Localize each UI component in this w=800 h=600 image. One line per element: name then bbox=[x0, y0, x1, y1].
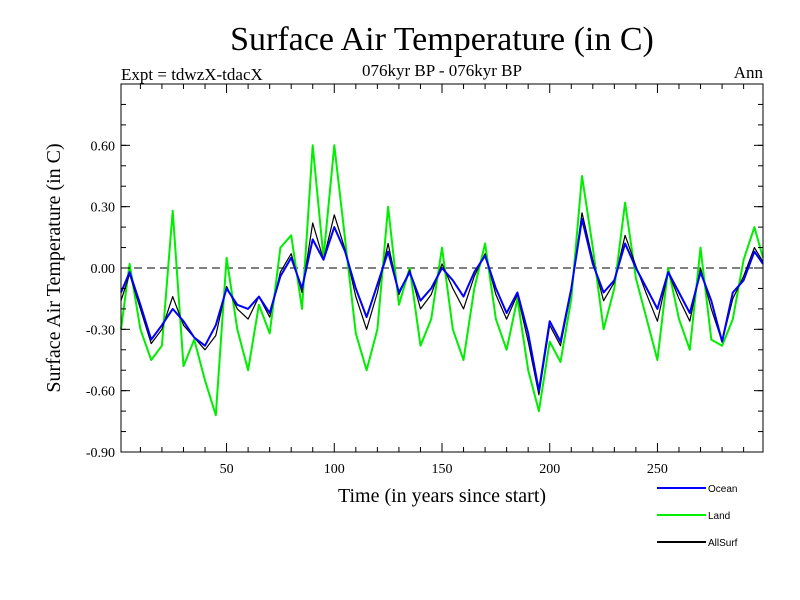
legend-label-ocean: Ocean bbox=[708, 484, 737, 495]
x-tick-label: 100 bbox=[324, 462, 345, 477]
x-tick-label: 200 bbox=[539, 462, 560, 477]
legend: Ocean Land AllSurf bbox=[657, 484, 738, 549]
series-line-allsurf bbox=[120, 212, 764, 396]
y-tick-label: 0.30 bbox=[91, 201, 116, 216]
y-tick-label: 0.00 bbox=[91, 262, 116, 277]
season-label: Ann bbox=[734, 63, 764, 82]
y-tick-label: -0.30 bbox=[86, 323, 115, 338]
chart-title: Surface Air Temperature (in C) bbox=[230, 21, 654, 58]
legend-label-land: Land bbox=[708, 511, 730, 522]
x-tick-label: 250 bbox=[647, 462, 668, 477]
y-tick-label: -0.60 bbox=[86, 385, 115, 400]
chart-subtitle: 076kyr BP - 076kyr BP bbox=[362, 61, 522, 80]
y-axis-label: Surface Air Temperature (in C) bbox=[43, 143, 65, 392]
legend-label-allsurf: AllSurf bbox=[708, 538, 738, 549]
series-line-ocean bbox=[120, 217, 764, 392]
experiment-label: Expt = tdwzX-tdacX bbox=[121, 65, 263, 84]
x-tick-label: 150 bbox=[432, 462, 453, 477]
y-tick-label: -0.90 bbox=[86, 446, 115, 461]
x-tick-label: 50 bbox=[220, 462, 234, 477]
x-axis-label: Time (in years since start) bbox=[338, 485, 546, 507]
plot-area: -0.90 -0.60 -0.30 0.00 0.30 0.60 50 100 150 200 25… bbox=[86, 83, 764, 477]
y-tick-label: 0.60 bbox=[91, 139, 116, 154]
series-line-land bbox=[120, 144, 764, 417]
